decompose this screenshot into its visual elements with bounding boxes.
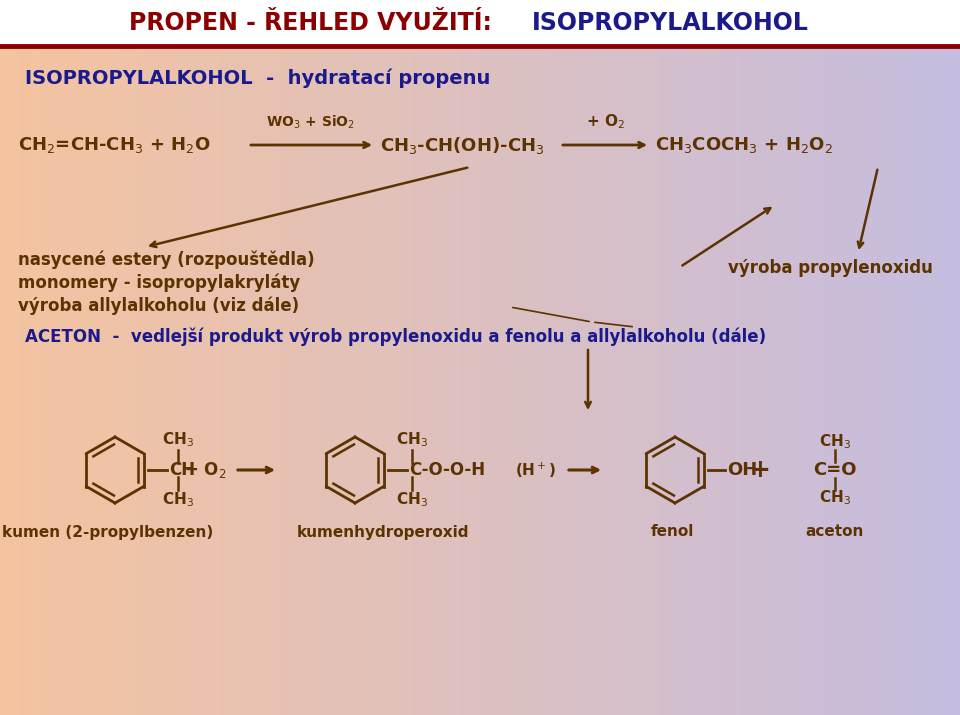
Text: OH: OH — [727, 461, 757, 479]
Text: CH$_3$-CH(OH)-CH$_3$: CH$_3$-CH(OH)-CH$_3$ — [380, 134, 544, 155]
Text: CH$_3$: CH$_3$ — [396, 430, 428, 449]
Text: PROPEN - ŘEHLED VYUŽITÍ:: PROPEN - ŘEHLED VYUŽITÍ: — [129, 11, 492, 35]
Text: (H$^+$): (H$^+$) — [516, 460, 557, 480]
Text: C-O-O-H: C-O-O-H — [409, 461, 485, 479]
Text: CH$_3$COCH$_3$ + H$_2$O$_2$: CH$_3$COCH$_3$ + H$_2$O$_2$ — [655, 135, 833, 155]
Text: WO$_3$ + SiO$_2$: WO$_3$ + SiO$_2$ — [267, 114, 355, 131]
Text: aceton: aceton — [805, 525, 864, 540]
Text: CH$_3$: CH$_3$ — [162, 430, 194, 449]
Text: CH$_2$=CH-CH$_3$ + H$_2$O: CH$_2$=CH-CH$_3$ + H$_2$O — [18, 135, 210, 155]
Text: monomery - isopropylakryláty: monomery - isopropylakryláty — [18, 274, 300, 292]
Text: C=O: C=O — [813, 461, 856, 479]
Text: ACETON  -  vedlejší produkt výrob propylenoxidu a fenolu a allylalkoholu (dále): ACETON - vedlejší produkt výrob propylen… — [25, 327, 766, 346]
Text: výroba allylalkoholu (viz dále): výroba allylalkoholu (viz dále) — [18, 297, 300, 315]
Text: CH$_3$: CH$_3$ — [819, 488, 851, 508]
Text: kumenhydroperoxid: kumenhydroperoxid — [297, 525, 469, 540]
Text: + O$_2$: + O$_2$ — [184, 460, 227, 480]
Bar — [0, 0, 960, 45]
Text: CH$_3$: CH$_3$ — [819, 433, 851, 451]
Text: CH: CH — [169, 461, 195, 479]
Text: +: + — [750, 458, 771, 482]
Text: CH$_3$: CH$_3$ — [162, 490, 194, 509]
Text: CH$_3$: CH$_3$ — [396, 490, 428, 509]
Text: ISOPROPYLALKOHOL  -  hydratací propenu: ISOPROPYLALKOHOL - hydratací propenu — [25, 68, 491, 88]
Text: výroba propylenoxidu: výroba propylenoxidu — [728, 259, 933, 277]
Text: + O$_2$: + O$_2$ — [586, 112, 624, 131]
Text: nasycené estery (rozpouštědla): nasycené estery (rozpouštědla) — [18, 251, 315, 270]
Text: fenol: fenol — [650, 525, 694, 540]
Text: kumen (2-propylbenzen): kumen (2-propylbenzen) — [2, 525, 214, 540]
Text: ISOPROPYLALKOHOL: ISOPROPYLALKOHOL — [532, 11, 808, 35]
